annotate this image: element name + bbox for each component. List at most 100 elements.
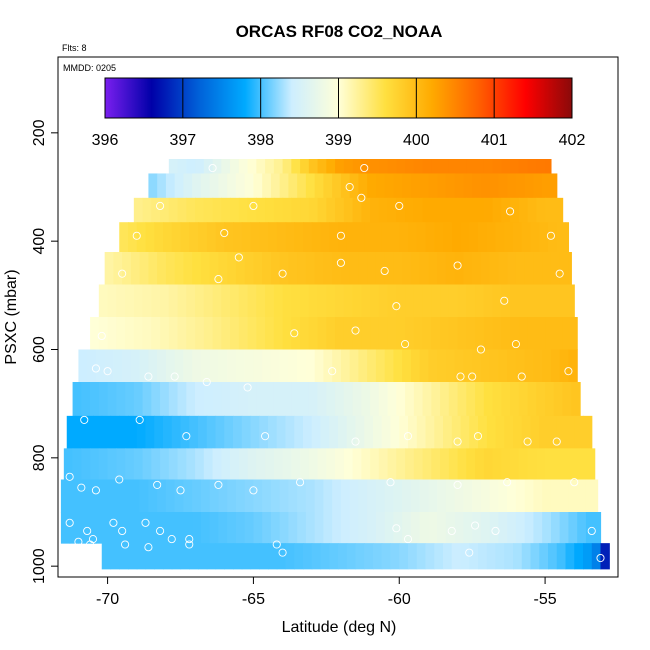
heatmap-cell <box>405 197 415 223</box>
heatmap-cell <box>145 543 155 570</box>
heatmap-cell <box>510 317 520 350</box>
heatmap-cell <box>527 197 537 223</box>
heatmap-cell <box>483 284 494 318</box>
sample-point <box>182 432 191 441</box>
heatmap-cell <box>151 197 161 223</box>
heatmap-cell <box>574 543 584 570</box>
heatmap-cell <box>568 479 578 513</box>
heatmap-cell <box>349 173 360 199</box>
sample-point <box>546 231 555 240</box>
heatmap-cell <box>483 382 494 417</box>
sample-point <box>132 231 141 240</box>
heatmap-cell <box>402 173 412 199</box>
heatmap-cell <box>448 197 459 223</box>
heatmap-cell <box>300 382 310 417</box>
heatmap-cell <box>480 512 491 544</box>
heatmap-cell <box>203 317 214 350</box>
heatmap-cell <box>323 173 333 199</box>
y-tick-label: 600 <box>31 336 48 363</box>
heatmap-cell <box>148 349 158 383</box>
heatmap-cell <box>422 317 432 350</box>
heatmap-cell <box>247 317 257 350</box>
heatmap-cell <box>317 146 327 174</box>
heatmap-cell <box>326 284 336 318</box>
heatmap-cell <box>160 382 170 417</box>
heatmap-cell <box>524 512 535 544</box>
heatmap-cell <box>107 317 117 350</box>
sample-point <box>447 526 456 536</box>
heatmap-cell <box>276 222 287 253</box>
sample-point <box>395 201 404 211</box>
heatmap-cell <box>186 448 196 480</box>
heatmap-cell <box>247 382 257 417</box>
heatmap-cell <box>244 512 255 544</box>
heatmap-cell <box>580 448 590 480</box>
heatmap-cell <box>78 479 88 513</box>
heatmap-cell <box>203 284 214 318</box>
heatmap-cell <box>346 415 357 449</box>
sample-point <box>261 432 270 441</box>
heatmap-cell <box>504 543 514 570</box>
heatmap-cell <box>265 197 275 223</box>
heatmap-cell <box>370 448 380 480</box>
heatmap-cell <box>518 382 529 417</box>
heatmap-cell <box>215 222 225 253</box>
heatmap-cell <box>527 146 537 174</box>
heatmap-cell <box>507 173 517 199</box>
chart-title: ORCAS RF08 CO2_NOAA <box>236 22 443 41</box>
heatmap-cell <box>212 146 222 174</box>
heatmap-cell <box>405 448 415 480</box>
heatmap-cell <box>445 252 456 285</box>
heatmap-cell <box>119 415 129 449</box>
heatmap-cell <box>425 415 435 449</box>
heatmap-cell <box>247 146 257 174</box>
heatmap-cell <box>163 415 173 449</box>
heatmap-cell <box>413 284 424 318</box>
heatmap-cell <box>282 284 292 318</box>
heatmap-cell <box>335 382 345 417</box>
heatmap-cell <box>422 146 432 174</box>
heatmap-cell <box>282 197 292 223</box>
colorbar-tick-label: 398 <box>247 132 274 149</box>
heatmap-cell <box>93 415 103 449</box>
heatmap-cell <box>507 512 517 544</box>
heatmap-cell <box>448 146 459 174</box>
heatmap-cell <box>507 252 517 285</box>
heatmap-cell <box>256 197 266 223</box>
sample-point <box>121 540 130 549</box>
heatmap-cell <box>402 252 412 285</box>
heatmap-cell <box>203 146 214 174</box>
sample-point <box>403 535 413 544</box>
heatmap-cell <box>285 222 295 253</box>
heatmap-cell <box>571 317 578 350</box>
heatmap-cell <box>463 349 473 383</box>
heatmap-cell <box>244 252 255 285</box>
heatmap-cell <box>247 284 257 318</box>
heatmap-cell <box>367 512 377 544</box>
heatmap-cell <box>297 173 307 199</box>
sample-point <box>593 432 602 441</box>
heatmap-cell <box>288 349 298 383</box>
heatmap-cell <box>577 512 587 544</box>
heatmap-cell <box>177 197 187 223</box>
heatmap-cell <box>548 543 558 570</box>
heatmap-cell <box>375 479 386 513</box>
heatmap-cell <box>142 317 152 350</box>
heatmap-cell <box>457 146 467 174</box>
heatmap-cell <box>221 448 231 480</box>
heatmap-cell <box>559 252 570 285</box>
heatmap-cell <box>556 222 567 253</box>
heatmap-cell <box>384 252 395 285</box>
heatmap-cell <box>198 415 208 449</box>
heatmap-cell <box>370 197 380 223</box>
heatmap-cell <box>192 173 202 199</box>
heatmap-cell <box>241 543 252 570</box>
heatmap-cell <box>454 349 465 383</box>
heatmap-cell <box>460 415 470 449</box>
x-tick-label: -60 <box>388 591 411 608</box>
heatmap-cell <box>489 252 500 285</box>
heatmap-cell <box>128 543 138 570</box>
heatmap-cell <box>472 512 482 544</box>
heatmap-cell <box>448 317 459 350</box>
heatmap-cell <box>224 543 234 570</box>
